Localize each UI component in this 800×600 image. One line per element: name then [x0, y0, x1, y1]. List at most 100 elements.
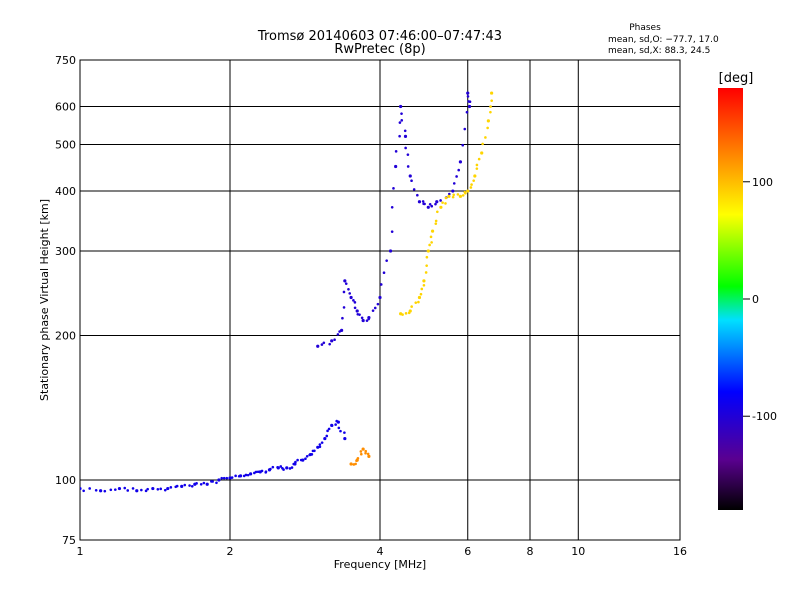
data-point — [282, 468, 285, 471]
data-point — [417, 200, 422, 204]
data-point — [348, 292, 352, 295]
y-tick-label: 300 — [55, 245, 76, 258]
data-point — [131, 487, 135, 490]
data-point — [140, 488, 143, 492]
y-tick-label: 75 — [62, 534, 76, 547]
data-point — [490, 99, 493, 102]
data-point — [486, 126, 489, 130]
data-point — [457, 168, 461, 172]
data-point — [403, 134, 408, 138]
data-point — [401, 313, 404, 316]
data-point — [244, 473, 248, 477]
data-point — [430, 241, 433, 244]
data-point — [354, 462, 357, 466]
data-point — [385, 259, 388, 262]
data-point — [408, 309, 412, 313]
colorbar-tick-label: 100 — [752, 176, 773, 189]
data-point — [417, 295, 422, 300]
data-point — [426, 249, 430, 253]
data-point — [330, 424, 334, 427]
data-point — [480, 151, 484, 155]
data-point — [390, 230, 394, 233]
data-point — [489, 110, 492, 114]
data-point — [406, 165, 410, 168]
data-point — [358, 313, 361, 316]
x-tick-labels: 1 2 4 6 8 10 16 — [77, 545, 688, 558]
data-point — [428, 243, 431, 247]
x-tick-label: 8 — [527, 545, 534, 558]
data-point — [458, 194, 463, 198]
data-point — [490, 91, 494, 95]
data-point — [394, 164, 398, 169]
data-point — [82, 489, 85, 493]
data-point — [175, 484, 179, 488]
data-point — [423, 202, 426, 206]
phases-heading: Phases — [629, 23, 661, 33]
data-point — [356, 457, 360, 460]
data-point — [94, 489, 98, 492]
data-point — [310, 453, 314, 456]
data-point — [367, 315, 371, 320]
data-point — [489, 105, 492, 108]
data-point — [220, 476, 224, 480]
data-point — [469, 186, 473, 189]
x-tick-label: 10 — [571, 545, 585, 558]
data-point — [424, 271, 428, 274]
chart-subtitle: RwPretec (8p) — [334, 42, 425, 57]
data-point — [322, 341, 326, 345]
data-point — [444, 202, 447, 205]
data-point — [117, 486, 122, 491]
data-point — [349, 295, 353, 300]
x-tick-label: 16 — [673, 545, 687, 558]
data-point — [422, 283, 426, 287]
data-point — [444, 196, 448, 200]
data-point — [135, 489, 139, 493]
data-point — [481, 142, 484, 146]
y-tick-label: 750 — [55, 54, 76, 67]
data-point — [390, 205, 394, 209]
data-point — [410, 305, 413, 308]
data-point — [361, 447, 365, 451]
data-point — [320, 343, 324, 346]
data-point — [425, 264, 428, 267]
data-point — [416, 193, 419, 197]
data-point — [318, 445, 322, 449]
data-point — [461, 143, 465, 147]
data-point — [464, 191, 467, 195]
colorbar-gradient — [718, 88, 743, 510]
data-point — [146, 487, 149, 491]
data-point — [430, 204, 434, 208]
data-point — [304, 457, 307, 461]
data-point — [408, 174, 412, 178]
data-point — [379, 283, 383, 286]
data-point — [430, 229, 435, 233]
data-point — [365, 319, 369, 322]
colorbar-label: [deg] — [719, 71, 754, 86]
colorbar: [deg] 100 0 -100 — [718, 71, 777, 510]
data-point — [334, 423, 337, 426]
data-point — [190, 484, 194, 488]
data-point — [195, 482, 198, 485]
data-point — [285, 466, 289, 470]
data-point — [400, 112, 403, 115]
data-point — [318, 443, 322, 446]
data-point — [439, 205, 443, 209]
data-point — [439, 199, 442, 202]
data-point — [473, 174, 477, 178]
data-point — [126, 489, 130, 492]
data-point — [388, 249, 393, 253]
data-point — [316, 344, 320, 348]
data-point — [340, 328, 344, 332]
data-point — [353, 306, 357, 310]
data-point — [455, 175, 458, 178]
data-point — [441, 201, 444, 204]
data-point — [456, 193, 460, 196]
x-tick-label: 6 — [464, 545, 471, 558]
x-axis-label: Frequency [MHz] — [334, 558, 426, 571]
grid-lines — [80, 60, 680, 540]
data-point — [403, 129, 407, 133]
data-point — [188, 484, 191, 487]
data-point — [435, 200, 439, 204]
data-point — [452, 182, 456, 185]
data-point — [378, 295, 382, 300]
